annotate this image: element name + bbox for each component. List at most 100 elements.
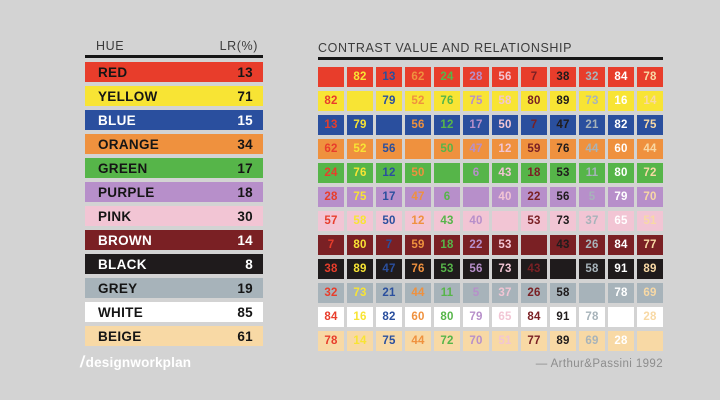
matrix-cell-white-pink: 65 [492, 307, 518, 327]
matrix-cell-blue-brown: 7 [521, 115, 547, 135]
matrix-cell-red-black: 38 [550, 67, 576, 87]
matrix-cell-beige-beige [637, 331, 663, 351]
hue-column-header: HUE [96, 39, 125, 53]
matrix-cell-grey-orange: 44 [405, 283, 431, 303]
lr-value: 8 [245, 256, 253, 272]
matrix-cell-red-red [318, 67, 344, 87]
hue-row-grey: GREY 19 [85, 278, 263, 298]
matrix-cell-purple-brown: 22 [521, 187, 547, 207]
matrix-cell-brown-pink: 53 [492, 235, 518, 255]
matrix-cell-pink-grey: 37 [579, 211, 605, 231]
matrix-cell-black-grey: 58 [579, 259, 605, 279]
matrix-cell-yellow-brown: 80 [521, 91, 547, 111]
matrix-cell-brown-brown [521, 235, 547, 255]
matrix-cell-black-yellow: 89 [347, 259, 373, 279]
matrix-cell-yellow-white: 16 [608, 91, 634, 111]
matrix-cell-white-black: 91 [550, 307, 576, 327]
matrix-cell-black-orange: 76 [405, 259, 431, 279]
matrix-cell-grey-black: 58 [550, 283, 576, 303]
matrix-cell-white-green: 80 [434, 307, 460, 327]
hue-row-purple: PURPLE 18 [85, 182, 263, 202]
hue-label: PINK [98, 208, 132, 224]
matrix-cell-blue-white: 82 [608, 115, 634, 135]
lr-value: 14 [237, 232, 253, 248]
matrix-cell-grey-pink: 37 [492, 283, 518, 303]
matrix-cell-pink-brown: 53 [521, 211, 547, 231]
designworkplan-logo: / designworkplan [79, 354, 192, 372]
lr-column-header: LR(%) [219, 39, 258, 53]
matrix-cell-grey-beige: 69 [637, 283, 663, 303]
matrix-cell-white-white [608, 307, 634, 327]
matrix-cell-blue-black: 47 [550, 115, 576, 135]
attribution-text: — Arthur&Passini 1992 [535, 358, 663, 370]
lr-value: 19 [237, 280, 253, 296]
lr-value: 17 [237, 160, 253, 176]
matrix-cell-beige-blue: 75 [376, 331, 402, 351]
matrix-cell-brown-beige: 77 [637, 235, 663, 255]
hue-label: BROWN [98, 232, 152, 248]
matrix-cell-pink-white: 65 [608, 211, 634, 231]
matrix-cell-orange-white: 60 [608, 139, 634, 159]
matrix-cell-pink-black: 73 [550, 211, 576, 231]
matrix-cell-purple-green: 6 [434, 187, 460, 207]
matrix-cell-brown-purple: 22 [463, 235, 489, 255]
matrix-cell-yellow-orange: 52 [405, 91, 431, 111]
hue-rows: RED 13 YELLOW 71 BLUE 15 ORANGE 34 GREEN 17 PURPLE… [85, 62, 263, 346]
matrix-cell-orange-green: 50 [434, 139, 460, 159]
matrix-cell-brown-red: 7 [318, 235, 344, 255]
matrix-cell-green-purple: 6 [463, 163, 489, 183]
matrix-cell-green-red: 24 [318, 163, 344, 183]
matrix-cell-black-green: 53 [434, 259, 460, 279]
matrix-cell-orange-blue: 56 [376, 139, 402, 159]
matrix-cell-pink-green: 43 [434, 211, 460, 231]
matrix-cell-orange-red: 62 [318, 139, 344, 159]
hue-label: GREEN [98, 160, 148, 176]
lr-value: 85 [237, 304, 253, 320]
matrix-cell-red-orange: 62 [405, 67, 431, 87]
matrix-cell-orange-grey: 44 [579, 139, 605, 159]
matrix-cell-purple-white: 79 [608, 187, 634, 207]
matrix-cell-pink-yellow: 58 [347, 211, 373, 231]
matrix-cell-purple-purple [463, 187, 489, 207]
matrix-cell-white-purple: 79 [463, 307, 489, 327]
hue-label: WHITE [98, 304, 143, 320]
matrix-cell-beige-brown: 77 [521, 331, 547, 351]
hue-row-white: WHITE 85 [85, 302, 263, 322]
matrix-cell-green-white: 80 [608, 163, 634, 183]
matrix-cell-pink-pink [492, 211, 518, 231]
matrix-cell-blue-orange: 56 [405, 115, 431, 135]
matrix-cell-beige-purple: 70 [463, 331, 489, 351]
matrix-cell-beige-black: 89 [550, 331, 576, 351]
matrix-cell-red-grey: 32 [579, 67, 605, 87]
matrix-cell-purple-blue: 17 [376, 187, 402, 207]
contrast-matrix: CONTRAST VALUE AND RELATIONSHIP 82 13 62 24… [318, 36, 663, 351]
lr-value: 13 [237, 64, 253, 80]
matrix-cell-green-blue: 12 [376, 163, 402, 183]
matrix-cell-purple-grey: 5 [579, 187, 605, 207]
matrix-cell-blue-green: 12 [434, 115, 460, 135]
matrix-cell-orange-black: 76 [550, 139, 576, 159]
hue-row-red: RED 13 [85, 62, 263, 82]
hue-label: BLACK [98, 256, 147, 272]
logo-text: designworkplan [85, 355, 192, 370]
matrix-cell-beige-yellow: 14 [347, 331, 373, 351]
matrix-cell-beige-red: 78 [318, 331, 344, 351]
matrix-cell-orange-orange [405, 139, 431, 159]
matrix-cell-orange-yellow: 52 [347, 139, 373, 159]
hue-row-black: BLACK 8 [85, 254, 263, 274]
matrix-cell-red-beige: 78 [637, 67, 663, 87]
matrix-cell-red-pink: 56 [492, 67, 518, 87]
lr-value: 18 [237, 184, 253, 200]
matrix-cell-yellow-grey: 73 [579, 91, 605, 111]
matrix-title: CONTRAST VALUE AND RELATIONSHIP [318, 41, 573, 55]
matrix-cell-orange-purple: 47 [463, 139, 489, 159]
matrix-rule [318, 57, 663, 60]
matrix-cell-grey-brown: 26 [521, 283, 547, 303]
matrix-cell-yellow-black: 89 [550, 91, 576, 111]
matrix-cell-yellow-yellow [347, 91, 373, 111]
matrix-cell-purple-orange: 47 [405, 187, 431, 207]
lr-value: 30 [237, 208, 253, 224]
hue-label: YELLOW [98, 88, 158, 104]
matrix-cell-green-green [434, 163, 460, 183]
matrix-cell-beige-orange: 44 [405, 331, 431, 351]
